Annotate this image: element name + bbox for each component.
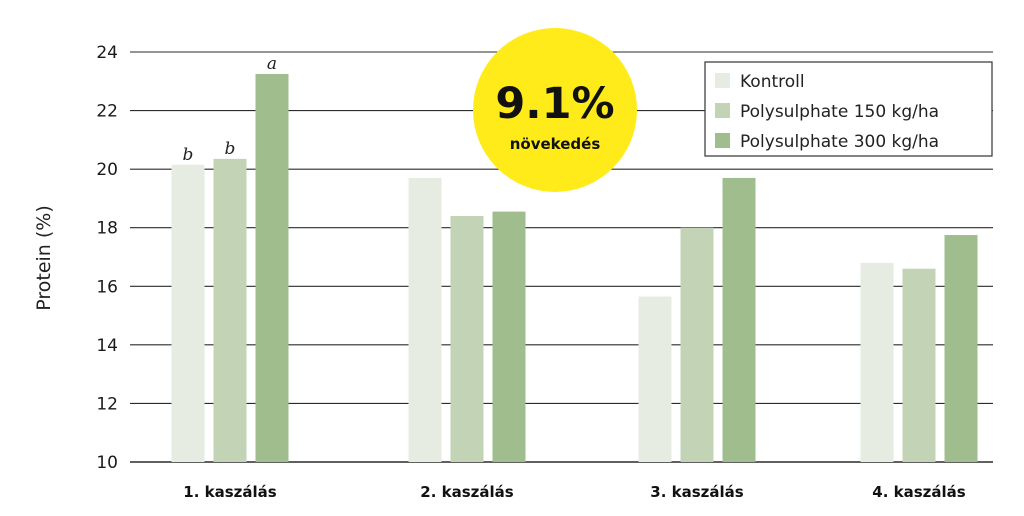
bar <box>722 177 756 462</box>
bar <box>171 164 205 462</box>
category-labels: 1. kaszálás 2. kaszálás 3. kaszálás 4. kasz… <box>183 483 965 501</box>
bar <box>902 268 936 462</box>
y-tick-label: 16 <box>96 277 118 297</box>
significance-letter: a <box>267 54 277 74</box>
bar <box>944 235 978 462</box>
legend-label: Polysulphate 300 kg/ha <box>740 132 939 152</box>
y-tick-label: 14 <box>96 336 118 356</box>
y-axis-label: Protein (%) <box>33 205 55 311</box>
legend-swatch <box>715 73 730 88</box>
bar <box>638 296 672 462</box>
bar <box>450 216 484 462</box>
significance-letter: b <box>225 139 236 159</box>
y-tick-label: 20 <box>96 160 118 180</box>
bar <box>255 73 289 462</box>
significance-letters: b b a <box>183 54 278 165</box>
significance-letter: b <box>183 145 194 165</box>
y-tick-label: 10 <box>96 453 118 473</box>
increase-badge: 9.1% növekedés <box>473 28 637 192</box>
y-axis-ticks: 10 12 14 16 18 20 22 24 <box>96 43 118 473</box>
legend-swatch <box>715 103 730 118</box>
bar <box>213 158 247 462</box>
category-label: 2. kaszálás <box>420 483 513 501</box>
legend-swatch <box>715 133 730 148</box>
y-tick-label: 24 <box>96 43 118 63</box>
bar <box>860 262 894 462</box>
bar <box>680 227 714 462</box>
bars <box>171 73 978 462</box>
category-label: 1. kaszálás <box>183 483 276 501</box>
bar <box>492 211 526 462</box>
legend-label: Polysulphate 150 kg/ha <box>740 102 939 122</box>
legend-label: Kontroll <box>740 72 805 92</box>
legend: Kontroll Polysulphate 150 kg/ha Polysulpha… <box>704 61 993 157</box>
category-label: 3. kaszálás <box>650 483 743 501</box>
y-tick-label: 18 <box>96 219 118 239</box>
y-tick-label: 22 <box>96 102 118 122</box>
y-tick-label: 12 <box>96 394 118 414</box>
legend-box <box>704 61 993 157</box>
badge-value: 9.1% <box>495 79 614 129</box>
bar <box>408 177 442 462</box>
badge-label: növekedés <box>510 135 601 153</box>
category-label: 4. kaszálás <box>872 483 965 501</box>
badge-circle <box>473 28 637 192</box>
